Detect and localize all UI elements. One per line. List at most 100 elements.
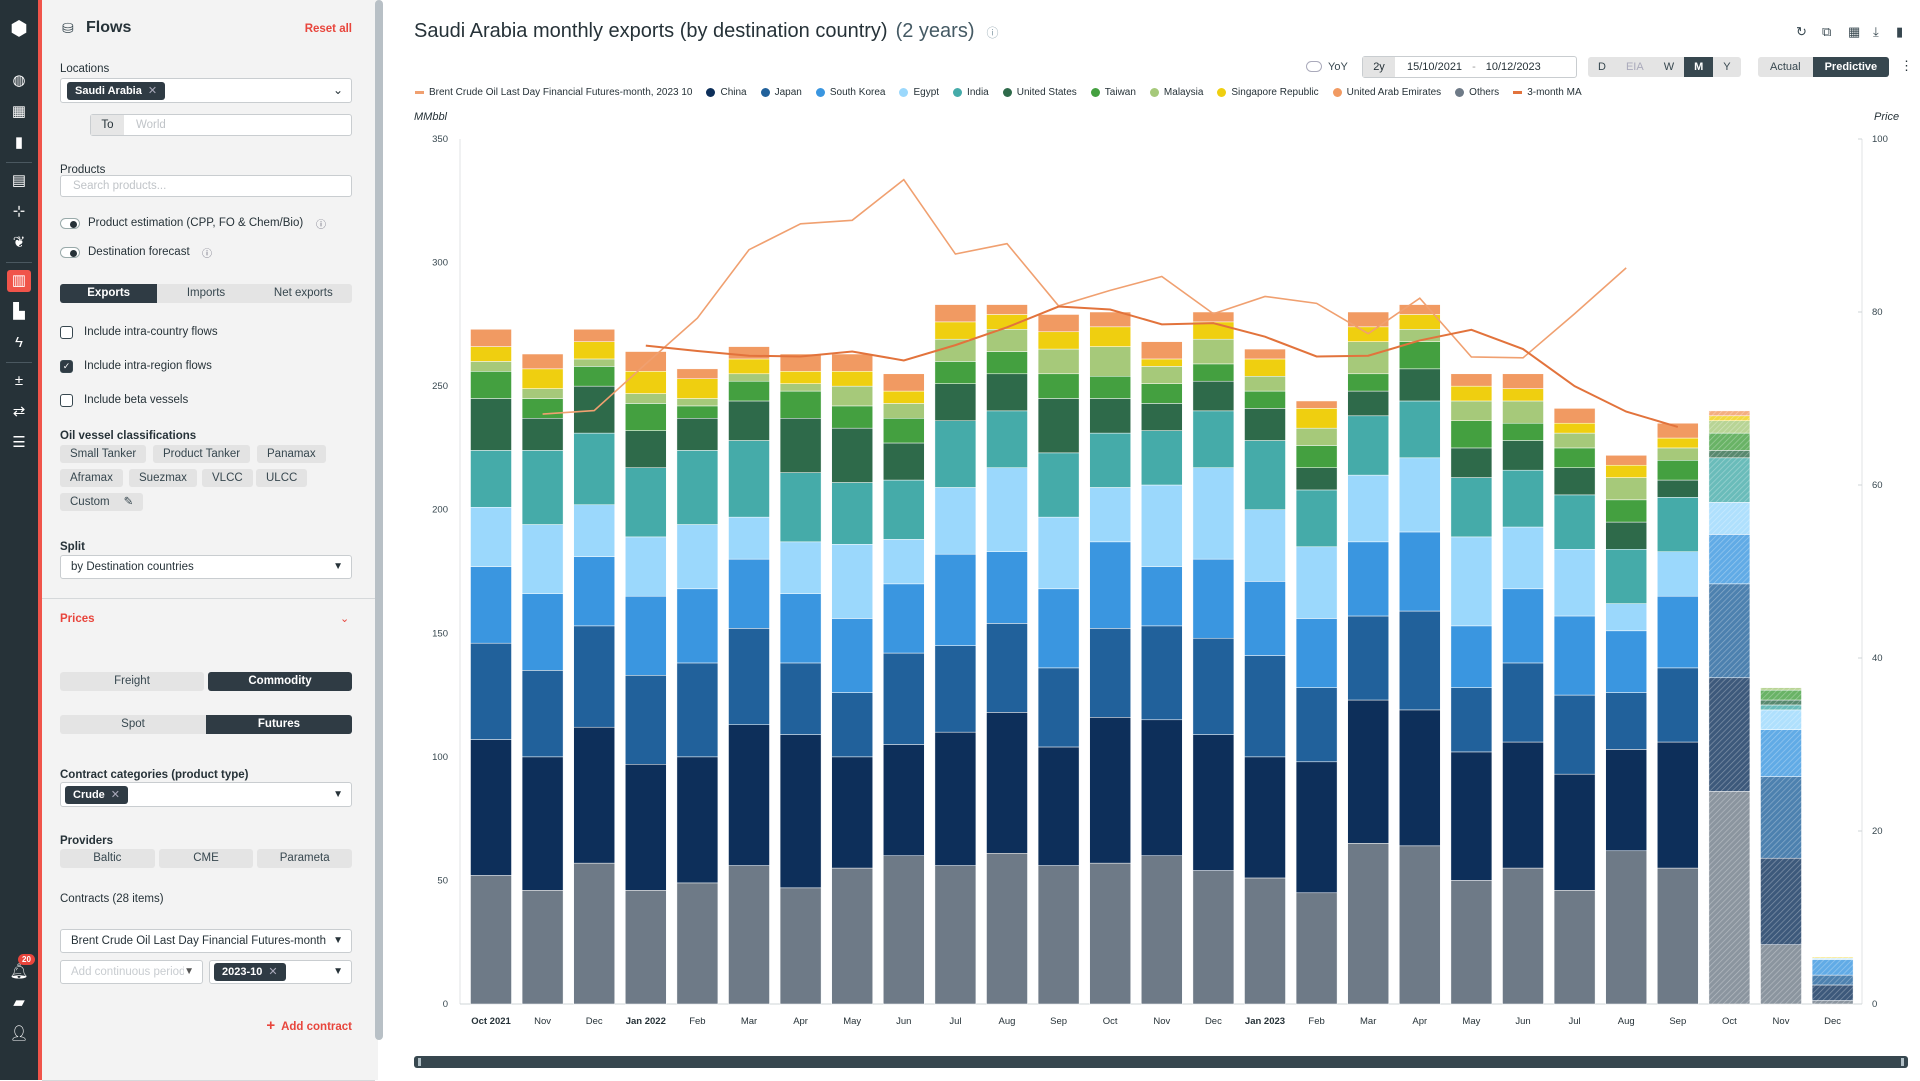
vessel-chip[interactable]: Small Tanker [60, 445, 147, 463]
remove-chip-icon[interactable]: ✕ [110, 789, 120, 801]
calculator-icon[interactable]: ± [14, 372, 24, 389]
chat-icon[interactable]: ▰ [13, 994, 25, 1011]
legend-item[interactable]: China [706, 87, 747, 98]
analytics-icon[interactable]: ▙ [13, 303, 25, 320]
add-contract-button[interactable]: + Add contract [266, 1017, 352, 1034]
flows-network-icon[interactable]: ⊹ [12, 203, 26, 220]
scroll-handle-right[interactable] [1901, 1058, 1904, 1066]
compare-icon[interactable]: ⧉ [1822, 24, 1832, 39]
bookmark-icon[interactable]: ▮ [1896, 24, 1904, 39]
report-icon[interactable]: ▤ [11, 172, 27, 189]
tab-freight[interactable]: Freight [60, 672, 204, 691]
vessel-chip[interactable]: ULCC [256, 469, 308, 487]
tab-exports[interactable]: Exports [60, 284, 158, 303]
estimation-toggle[interactable] [60, 218, 80, 229]
legend-item[interactable]: India [953, 87, 989, 98]
legend-item[interactable]: South Korea [815, 87, 885, 98]
beta-vessels-checkbox[interactable] [60, 394, 73, 407]
mode-predictive[interactable]: Predictive [1812, 57, 1890, 77]
date-from[interactable]: 15/10/2021 [1407, 61, 1463, 73]
legend-item[interactable]: Others [1455, 87, 1499, 98]
tab-commodity[interactable]: Commodity [208, 672, 352, 691]
vessel-chip[interactable]: Aframax [60, 469, 123, 487]
legend-item[interactable]: Japan [760, 87, 802, 98]
reset-all-button[interactable]: Reset all [304, 23, 352, 35]
bar-chart-icon[interactable]: ▥ [7, 270, 31, 292]
refresh-icon[interactable]: ↻ [1796, 24, 1807, 39]
user-icon[interactable]: 👤︎ [9, 1025, 29, 1042]
freq-y[interactable]: Y [1723, 61, 1731, 73]
bar-segment [573, 366, 615, 387]
tab-net-exports[interactable]: Net exports [273, 287, 333, 299]
chevron-down-icon[interactable]: ⌄ [340, 613, 350, 625]
contract-month-select[interactable]: 2023-10 ✕ ▼ [209, 960, 352, 984]
destination-input[interactable]: To World [90, 114, 352, 136]
split-select[interactable]: by Destination countries ▼ [60, 555, 352, 579]
logo-icon[interactable]: ⬢ [10, 18, 28, 40]
freq-d[interactable]: D [1598, 61, 1606, 73]
bell-icon[interactable]: 🔔︎ [9, 963, 29, 980]
globe-icon[interactable]: ◍ [12, 72, 26, 89]
mode-actual[interactable]: Actual [1770, 61, 1801, 73]
info-icon[interactable]: ⓘ [202, 249, 212, 260]
legend-item[interactable]: Malaysia [1149, 87, 1203, 98]
yoy-toggle[interactable] [1306, 61, 1322, 72]
legend-item[interactable]: Egypt [899, 87, 939, 98]
vessel-chip-custom[interactable]: Custom ✎ [60, 493, 144, 511]
legend-item[interactable]: Singapore Republic [1217, 87, 1319, 98]
month-chip[interactable]: 2023-10 ✕ [214, 963, 286, 981]
legend-item[interactable]: United Arab Emirates [1332, 87, 1441, 98]
scroll-handle-left[interactable] [418, 1058, 421, 1066]
double-chevron-icon[interactable]: ⌄ [332, 83, 343, 97]
lightning-icon[interactable]: ϟ [15, 334, 23, 351]
legend-item[interactable]: Taiwan [1090, 87, 1136, 98]
legend-item[interactable]: United States [1002, 87, 1077, 98]
prices-section-header[interactable]: Prices [60, 613, 95, 625]
tab-imports[interactable]: Imports [186, 287, 226, 299]
date-range-picker[interactable]: 2y 15/10/2021 - 10/12/2023 [1362, 56, 1577, 78]
freq-w[interactable]: W [1663, 61, 1675, 73]
pencil-icon[interactable]: ✎ [123, 496, 134, 508]
info-icon[interactable]: ⓘ [986, 26, 999, 40]
contract-categories-select[interactable]: Crude ✕ ▼ [60, 782, 352, 807]
range-preset[interactable]: 2y [1363, 57, 1395, 77]
forecast-toggle[interactable] [60, 247, 80, 258]
intra-country-checkbox[interactable] [60, 326, 73, 339]
download-icon[interactable]: ⤓ [1873, 24, 1879, 39]
crude-chip[interactable]: Crude ✕ [65, 786, 128, 804]
bookmark-icon[interactable]: ▮ [14, 134, 24, 151]
transfer-icon[interactable]: ⇄ [12, 403, 26, 420]
legend-item[interactable]: Brent Crude Oil Last Day Financial Futur… [415, 87, 692, 98]
intra-region-checkbox[interactable]: ✓ [60, 360, 73, 373]
tab-spot[interactable]: Spot [121, 718, 145, 730]
freq-eia[interactable]: EIA [1625, 61, 1644, 73]
vessel-chip[interactable]: Panamax [257, 445, 326, 463]
bar-segment [1244, 581, 1286, 656]
more-options-icon[interactable]: ⋮ [1900, 58, 1913, 73]
info-icon[interactable]: ⓘ [316, 220, 326, 231]
date-to[interactable]: 10/12/2023 [1485, 61, 1541, 73]
timeline-scrollbar[interactable] [414, 1056, 1908, 1068]
provider-parameta[interactable]: Parameta [257, 849, 352, 868]
remove-chip-icon[interactable]: ✕ [268, 966, 278, 978]
legend-item[interactable]: 3-month MA [1513, 87, 1582, 98]
leaf-icon[interactable]: ❦ [12, 234, 26, 251]
contract-select[interactable]: Brent Crude Oil Last Day Financial Futur… [60, 929, 352, 953]
tab-futures[interactable]: Futures [206, 715, 352, 734]
continuous-period-select[interactable]: Add continuous period ▼ [60, 960, 203, 984]
bar-segment [470, 739, 512, 876]
provider-baltic[interactable]: Baltic [60, 849, 155, 868]
freq-m[interactable]: M [1684, 57, 1714, 77]
vessel-chip[interactable]: VLCC [202, 469, 253, 487]
remove-chip-icon[interactable]: ✕ [147, 85, 158, 97]
list-icon[interactable]: ☰ [12, 434, 26, 451]
panel-scrollbar[interactable] [375, 0, 383, 1040]
dashboard-icon[interactable]: ▦ [11, 103, 27, 120]
location-chip[interactable]: Saudi Arabia ✕ [67, 82, 166, 100]
vessel-chip[interactable]: Suezmax [129, 469, 197, 487]
products-search-input[interactable]: Search products... [60, 175, 352, 197]
vessel-chip[interactable]: Product Tanker [153, 445, 251, 463]
grid-icon[interactable]: ▦ [1848, 24, 1861, 39]
provider-cme[interactable]: CME [158, 849, 254, 868]
locations-input[interactable]: Saudi Arabia ✕ ⌄ [60, 78, 352, 103]
